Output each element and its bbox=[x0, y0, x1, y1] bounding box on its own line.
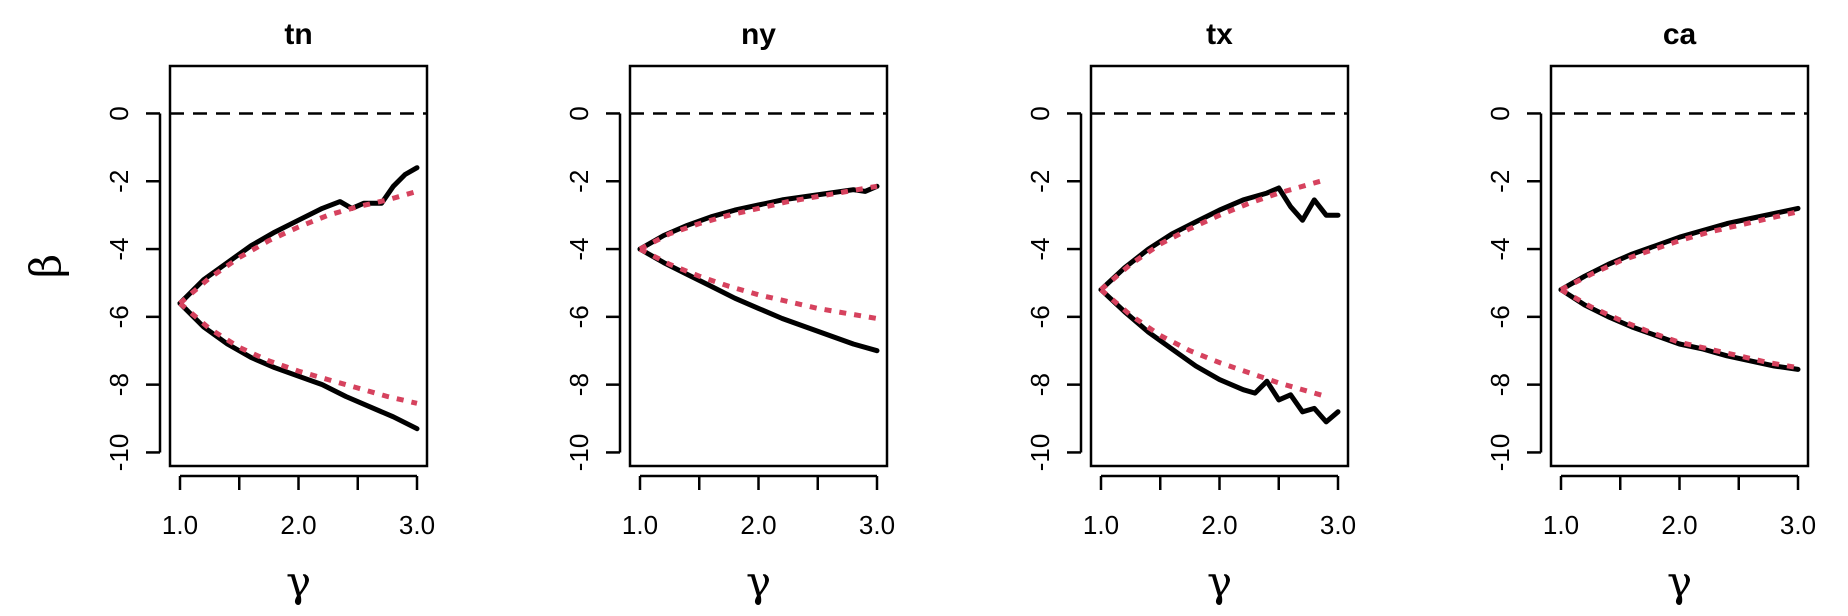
empirical-series-0 bbox=[1558, 205, 1801, 293]
x-tick-label: 2.0 bbox=[280, 510, 316, 540]
model-series-3 bbox=[1099, 287, 1327, 399]
x-tick-label: 1.0 bbox=[162, 510, 198, 540]
x-tick-label: 3.0 bbox=[1320, 510, 1356, 540]
panel-title: ny bbox=[741, 18, 776, 51]
x-axis-title: γ bbox=[1207, 557, 1232, 606]
plot-frame bbox=[168, 64, 429, 468]
panels-group: tn 1.0 2.0 3.0 0 -2 -4 -6 -8 -10 γ β ny 1.0 2.0 3.0 0 -2 -… bbox=[21, 18, 1816, 606]
panel-ca: ca 1.0 2.0 3.0 0 -2 -4 -6 -8 -10 γ bbox=[1485, 18, 1816, 606]
empirical-series-1 bbox=[1098, 287, 1341, 425]
x-tick-label: 3.0 bbox=[1780, 510, 1816, 540]
y-tick-label: -8 bbox=[564, 373, 594, 396]
panel-tx: tx 1.0 2.0 3.0 0 -2 -4 -6 -8 -10 γ bbox=[1025, 18, 1356, 606]
panel-title: ca bbox=[1663, 18, 1697, 51]
empirical-series-1 bbox=[637, 246, 880, 354]
panel-title: tx bbox=[1206, 18, 1233, 51]
y-tick-label: -6 bbox=[564, 305, 594, 328]
y-tick-label: 0 bbox=[104, 106, 134, 120]
y-tick-label: -10 bbox=[564, 434, 594, 472]
panel-ny: ny 1.0 2.0 3.0 0 -2 -4 -6 -8 -10 γ bbox=[564, 18, 895, 606]
y-tick-label: -4 bbox=[1025, 237, 1055, 260]
panel-tn: tn 1.0 2.0 3.0 0 -2 -4 -6 -8 -10 γ β bbox=[21, 18, 435, 606]
y-tick-label: -10 bbox=[104, 434, 134, 472]
y-tick-label: -2 bbox=[104, 170, 134, 193]
x-axis-title: γ bbox=[746, 557, 771, 606]
model-series-2 bbox=[1559, 209, 1799, 292]
empirical-series-1 bbox=[1558, 287, 1801, 372]
y-tick-label: 0 bbox=[1025, 106, 1055, 120]
model-series-2 bbox=[1099, 177, 1327, 292]
y-tick-label: -4 bbox=[1485, 237, 1515, 260]
x-tick-label: 1.0 bbox=[622, 510, 658, 540]
x-axis-title: γ bbox=[1667, 557, 1692, 606]
y-tick-label: -8 bbox=[1025, 373, 1055, 396]
panel-title: tn bbox=[284, 18, 312, 51]
y-tick-label: -6 bbox=[1485, 305, 1515, 328]
model-series-3 bbox=[178, 301, 418, 406]
x-tick-label: 1.0 bbox=[1543, 510, 1579, 540]
model-series-3 bbox=[1559, 287, 1799, 371]
y-tick-label: -2 bbox=[564, 170, 594, 193]
plot-frame bbox=[1089, 64, 1350, 468]
y-tick-label: -2 bbox=[1485, 170, 1515, 193]
x-tick-label: 3.0 bbox=[859, 510, 895, 540]
y-tick-label: -6 bbox=[1025, 305, 1055, 328]
y-tick-label: -8 bbox=[1485, 373, 1515, 396]
empirical-series-0 bbox=[637, 183, 880, 252]
x-axis-title: γ bbox=[286, 557, 311, 606]
empirical-series-1 bbox=[177, 300, 420, 432]
model-series-2 bbox=[178, 188, 418, 306]
empirical-series-0 bbox=[1098, 185, 1341, 293]
empirical-series-0 bbox=[177, 165, 420, 306]
y-tick-label: -6 bbox=[104, 305, 134, 328]
y-tick-label: -4 bbox=[104, 237, 134, 260]
y-tick-label: 0 bbox=[1485, 106, 1515, 120]
plot-frame bbox=[1549, 64, 1810, 468]
y-tick-label: -8 bbox=[104, 373, 134, 396]
y-tick-label: -10 bbox=[1485, 434, 1515, 472]
x-tick-label: 3.0 bbox=[399, 510, 435, 540]
plot-frame bbox=[628, 64, 889, 468]
x-tick-label: 2.0 bbox=[1201, 510, 1237, 540]
y-axis-title: β bbox=[21, 254, 70, 278]
y-tick-label: 0 bbox=[564, 106, 594, 120]
y-tick-label: -10 bbox=[1025, 434, 1055, 472]
x-tick-label: 2.0 bbox=[1661, 510, 1697, 540]
x-tick-label: 2.0 bbox=[740, 510, 776, 540]
model-series-2 bbox=[638, 183, 878, 252]
y-tick-label: -2 bbox=[1025, 170, 1055, 193]
y-tick-label: -4 bbox=[564, 237, 594, 260]
x-tick-label: 1.0 bbox=[1083, 510, 1119, 540]
